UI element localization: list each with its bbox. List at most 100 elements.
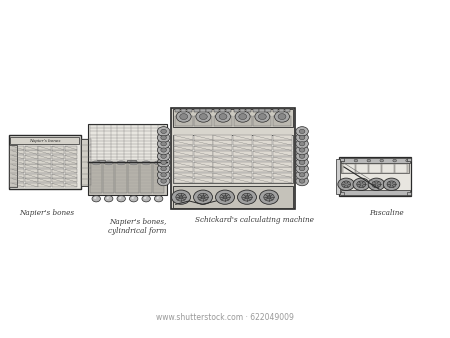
Bar <box>407 192 411 195</box>
Bar <box>240 109 245 113</box>
Circle shape <box>158 127 170 136</box>
Circle shape <box>393 159 396 162</box>
Bar <box>52 146 64 150</box>
Bar <box>233 135 252 140</box>
Bar <box>194 162 212 167</box>
Bar <box>194 146 212 150</box>
Bar <box>273 162 292 167</box>
Bar <box>382 164 394 173</box>
Bar <box>213 167 232 172</box>
Circle shape <box>299 167 305 171</box>
Bar <box>25 164 37 168</box>
Bar <box>52 155 64 159</box>
Circle shape <box>242 193 252 201</box>
Bar <box>187 109 192 113</box>
Bar <box>65 160 77 164</box>
Circle shape <box>296 170 308 179</box>
Text: Schickard's calculating machine: Schickard's calculating machine <box>195 216 314 224</box>
Bar <box>158 160 166 164</box>
Bar <box>213 173 232 177</box>
Bar <box>253 173 272 177</box>
Bar <box>65 169 77 173</box>
Bar <box>194 109 200 113</box>
Circle shape <box>158 139 170 148</box>
Bar <box>140 163 152 193</box>
Bar <box>38 178 51 182</box>
Circle shape <box>239 114 247 120</box>
Bar <box>253 117 271 126</box>
Bar <box>181 109 186 113</box>
Bar <box>213 178 232 183</box>
Text: Napier's bones: Napier's bones <box>19 210 74 217</box>
Bar <box>52 169 64 173</box>
Bar <box>174 162 193 167</box>
Circle shape <box>260 190 279 204</box>
Bar <box>52 160 64 164</box>
Bar <box>65 183 77 187</box>
Bar <box>213 146 232 150</box>
Bar <box>172 186 293 209</box>
Circle shape <box>92 196 100 202</box>
Circle shape <box>161 160 166 165</box>
Circle shape <box>94 197 96 199</box>
Circle shape <box>223 196 227 199</box>
Circle shape <box>299 154 305 158</box>
Circle shape <box>235 111 250 122</box>
Circle shape <box>372 181 381 188</box>
Circle shape <box>198 193 208 201</box>
Circle shape <box>106 197 109 199</box>
Bar <box>38 174 51 177</box>
Bar <box>273 151 292 156</box>
Circle shape <box>296 127 308 136</box>
Circle shape <box>296 145 308 155</box>
Circle shape <box>117 196 126 202</box>
Bar <box>253 178 272 183</box>
Circle shape <box>296 164 308 173</box>
Bar <box>25 155 37 159</box>
Bar <box>65 155 77 159</box>
Circle shape <box>353 178 369 191</box>
Circle shape <box>142 196 150 202</box>
Bar <box>253 135 272 140</box>
Bar <box>200 109 206 113</box>
Bar <box>174 178 193 183</box>
Bar <box>233 140 252 145</box>
Bar <box>273 146 292 150</box>
Bar <box>52 178 64 182</box>
Bar <box>90 163 102 193</box>
Bar <box>52 164 64 168</box>
Bar <box>12 160 24 164</box>
Ellipse shape <box>104 161 113 165</box>
Bar <box>9 135 81 189</box>
Circle shape <box>357 181 366 188</box>
Bar <box>246 109 251 113</box>
Ellipse shape <box>129 161 138 165</box>
Circle shape <box>158 170 170 179</box>
Bar <box>65 174 77 177</box>
Text: Napier's bones,
cylindrical form: Napier's bones, cylindrical form <box>108 218 166 235</box>
Bar <box>279 109 284 113</box>
Circle shape <box>161 173 166 177</box>
Bar <box>253 109 259 113</box>
Circle shape <box>161 154 166 158</box>
Bar <box>234 117 252 126</box>
Circle shape <box>158 164 170 173</box>
Circle shape <box>406 159 410 162</box>
Bar <box>12 183 24 187</box>
Circle shape <box>387 181 396 188</box>
Bar <box>233 173 252 177</box>
Bar <box>38 155 51 159</box>
Bar <box>341 190 410 195</box>
Bar <box>194 140 212 145</box>
Bar <box>174 135 193 140</box>
Circle shape <box>219 114 227 120</box>
Bar <box>174 156 193 161</box>
Circle shape <box>299 148 305 152</box>
Text: www.shutterstock.com · 622049009: www.shutterstock.com · 622049009 <box>156 313 294 322</box>
Bar <box>12 178 24 182</box>
Bar <box>356 164 368 173</box>
Bar <box>65 150 77 154</box>
Bar <box>153 163 164 193</box>
Bar <box>233 178 252 183</box>
Bar <box>25 178 37 182</box>
